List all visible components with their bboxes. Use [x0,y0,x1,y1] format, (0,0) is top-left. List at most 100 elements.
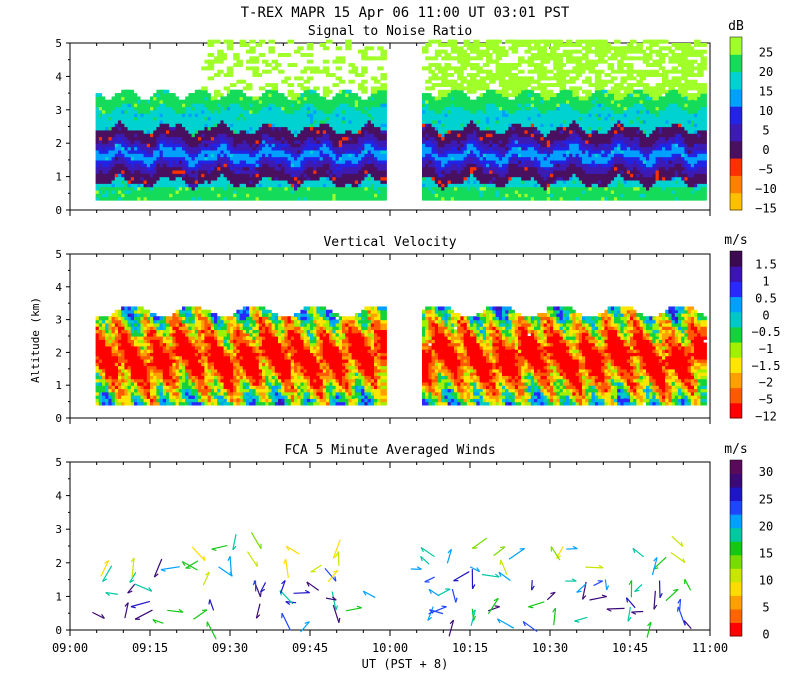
snr-cell [268,49,275,54]
snr-cell [335,46,343,51]
snr-cell [380,189,387,194]
snr-cell [473,39,480,44]
snr-cell [505,69,512,74]
snr-cell [361,69,368,74]
snr-cell [457,83,464,88]
snr-cell [460,49,467,54]
snr-cell [454,66,461,71]
snr-cell [329,73,336,77]
snr-cell [566,69,573,74]
snr-cell [306,46,314,51]
snr-cell [338,59,346,64]
snr-cell [169,93,176,98]
snr-cell [463,53,471,57]
snr-cell [300,53,307,57]
snr-cell [434,53,442,57]
snr-cell [537,96,544,101]
snr-cell [380,179,387,184]
snr-cell [380,159,387,164]
snr-cell [447,73,455,77]
snr-cell [306,59,314,64]
snr-cell [268,39,275,44]
snr-cell [252,66,259,71]
snr-cell [332,59,339,64]
snr-cell [495,93,503,98]
snr-cell [502,63,509,67]
snr-cell [473,73,480,77]
snr-cell [476,66,483,71]
snr-cell [239,79,247,84]
snr-cell [380,96,387,101]
snr-cell [214,89,221,94]
snr-cell [322,86,330,91]
snr-cell [284,76,291,81]
snr-cell [310,69,317,74]
snr-cell [246,96,253,101]
snr-cell [524,43,531,47]
y-tick-label: 0 [55,204,62,217]
snr-cell [271,83,279,88]
snr-cell [306,43,314,47]
snr-cell [505,66,512,71]
snr-cell [502,89,509,94]
snr-cell [358,73,365,77]
snr-cell [322,66,330,71]
snr-cell [210,59,218,64]
snr-cell [258,53,266,57]
snr-cell [457,73,464,77]
snr-cell [380,123,387,128]
snr-cell [457,69,464,74]
snr-cell [204,93,211,98]
snr-cell [511,46,519,51]
snr-cell [207,43,215,47]
snr-cell [380,99,387,104]
snr-cell [450,39,458,44]
snr-cell [351,66,359,71]
snr-cell [354,96,362,101]
snr-cell [236,89,243,94]
snr-cell [351,69,359,74]
snr-cell [543,83,551,88]
snr-cell [425,93,432,98]
snr-cell [486,56,493,61]
snr-cell [265,63,272,67]
snr-cell [524,83,531,88]
snr-cell [370,76,378,81]
snr-cell [463,63,471,67]
snr-cell [502,49,509,54]
snr-cell [236,59,243,64]
snr-cell [322,59,330,64]
snr-cell [262,59,269,64]
snr-cell [546,69,554,74]
snr-cell [454,49,461,54]
snr-cell [575,49,583,54]
snr-cell [441,43,448,47]
snr-cell [380,156,387,161]
snr-cell [530,46,538,51]
snr-cell [220,56,227,61]
snr-cell [518,56,525,61]
snr-cell [425,56,432,61]
snr-cell [223,86,231,91]
snr-cell [287,93,295,98]
snr-cell [431,56,439,61]
snr-cell [473,46,480,51]
snr-cell [450,43,458,47]
snr-cell [380,76,387,81]
snr-cell [425,79,432,84]
snr-cell [226,46,234,51]
snr-cell [281,79,288,84]
snr-cell [476,83,483,88]
snr-cell [214,56,221,61]
snr-cell [537,83,544,88]
snr-cell [207,53,215,57]
snr-cell [527,76,535,81]
snr-cell [380,196,387,201]
snr-cell [335,76,343,81]
snr-cell [534,93,541,98]
snr-cell [380,53,387,57]
snr-cell [447,66,455,71]
snr-cell [255,73,263,77]
snr-cell [338,79,346,84]
snr-cell [470,56,477,61]
